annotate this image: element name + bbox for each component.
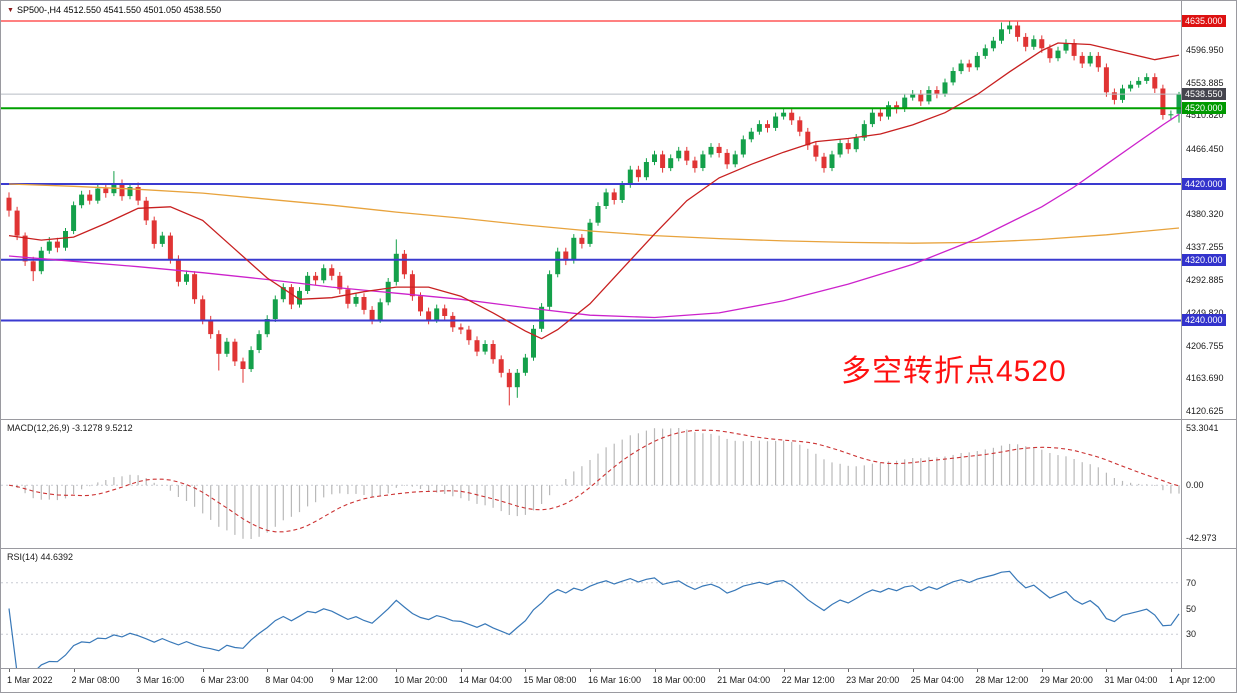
time-axis-label: 2 Mar 08:00: [71, 675, 120, 685]
price-axis-label: 4553.885: [1186, 77, 1224, 88]
time-axis-separator: [1, 668, 1236, 669]
price-axis-label: 4466.450: [1186, 143, 1224, 154]
price-axis-label: 4163.690: [1186, 373, 1224, 384]
macd-panel[interactable]: [1, 420, 1182, 548]
price-axis-label: 4292.885: [1186, 275, 1224, 286]
price-axis-label: 4337.255: [1186, 241, 1224, 252]
time-axis-label: 9 Mar 12:00: [329, 675, 378, 685]
time-axis-label: 25 Mar 04:00: [910, 675, 964, 685]
price-badge: 4538.550: [1182, 88, 1226, 101]
macd-axis-label: -42.973: [1186, 533, 1217, 543]
macd-label: MACD(12,26,9) -3.1278 9.5212: [7, 423, 133, 433]
price-badge: 4240.000: [1182, 314, 1226, 327]
time-axis-label: 8 Mar 04:00: [265, 675, 314, 685]
time-axis-label: 6 Mar 23:00: [200, 675, 249, 685]
macd-axis-label: 0.00: [1186, 480, 1204, 491]
time-tick: [912, 669, 914, 672]
symbol-marker-icon: ▼: [7, 7, 14, 14]
time-tick: [719, 669, 721, 672]
time-axis-label: 1 Apr 12:00: [1168, 675, 1215, 685]
time-axis-label: 15 Mar 08:00: [523, 675, 577, 685]
price-axis-label: 4249.820: [1186, 308, 1224, 319]
price-axis-border: [1181, 1, 1182, 668]
time-tick: [202, 669, 204, 672]
time-tick: [1106, 669, 1108, 672]
annotation-text-object[interactable]: 多空转折点4520: [841, 355, 1067, 388]
time-tick: [848, 669, 850, 672]
time-tick: [525, 669, 527, 672]
price-badge: 4320.000: [1182, 253, 1226, 266]
macd-canvas: [1, 428, 1182, 539]
main-chart-panel[interactable]: [1, 1, 1182, 419]
rsi-canvas: [1, 570, 1182, 668]
time-axis-label: 3 Mar 16:00: [136, 675, 185, 685]
rsi-label: RSI(14) 44.6392: [7, 552, 74, 562]
time-axis-label: 28 Mar 12:00: [975, 675, 1029, 685]
time-tick: [9, 669, 10, 672]
time-axis-label: 21 Mar 04:00: [717, 675, 771, 685]
price-axis-label: 4380.320: [1186, 209, 1224, 220]
panel-separator[interactable]: [1, 419, 1236, 420]
time-axis-label: 16 Mar 16:00: [587, 675, 641, 685]
rsi-axis-label: 50: [1186, 603, 1197, 614]
time-tick: [331, 669, 333, 672]
macd-axis-label: 53.3041: [1186, 423, 1219, 433]
time-axis-label: 22 Mar 12:00: [781, 675, 835, 685]
rsi-panel[interactable]: [1, 549, 1182, 668]
chart-ohlc-title: SP500-,H4 4512.550 4541.550 4501.050 453…: [16, 5, 222, 15]
rsi-axis-label: 70: [1186, 577, 1197, 588]
time-tick: [1170, 669, 1172, 672]
time-axis-label: 31 Mar 04:00: [1104, 675, 1158, 685]
price-axis-label: 4206.755: [1186, 340, 1224, 351]
price-badge: 4420.000: [1182, 178, 1226, 190]
time-tick: [1041, 669, 1043, 672]
time-tick: [654, 669, 656, 672]
time-tick: [589, 669, 591, 672]
time-axis-label: 10 Mar 20:00: [394, 675, 448, 685]
time-axis-label: 18 Mar 00:00: [652, 675, 706, 685]
price-axis-label: 4120.625: [1186, 406, 1224, 416]
time-tick: [396, 669, 398, 672]
panel-separator[interactable]: [1, 548, 1236, 549]
candlestick-canvas: [1, 20, 1182, 406]
time-axis-label: 23 Mar 20:00: [846, 675, 900, 685]
time-tick: [73, 669, 75, 672]
price-badge: 4635.000: [1182, 15, 1226, 27]
chart-header: ▼ SP500-,H4 4512.550 4541.550 4501.050 45…: [7, 5, 221, 15]
price-axis-label: 4510.820: [1186, 110, 1224, 121]
time-tick: [267, 669, 269, 672]
rsi-axis-label: 30: [1186, 629, 1197, 640]
price-axis-label: 4596.950: [1186, 44, 1224, 55]
time-axis-label: 29 Mar 20:00: [1039, 675, 1093, 685]
time-tick: [783, 669, 785, 672]
price-badge: 4520.000: [1182, 102, 1226, 115]
time-tick: [977, 669, 979, 672]
time-tick: [138, 669, 140, 672]
time-tick: [460, 669, 462, 672]
time-axis-label: 1 Mar 2022: [7, 675, 53, 685]
time-axis-label: 14 Mar 04:00: [458, 675, 512, 685]
